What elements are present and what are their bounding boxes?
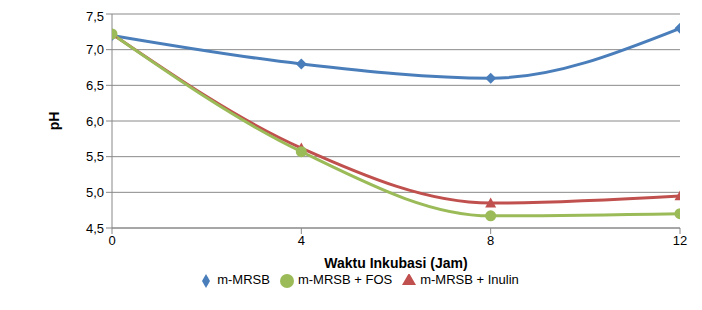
svg-text:8: 8 <box>487 233 494 248</box>
svg-text:4: 4 <box>298 233 305 248</box>
html-text:m-MRSB + Inulin: m-MRSB + Inulin <box>420 272 519 287</box>
svg-text:Waktu Inkubasi (Jam): Waktu Inkubasi (Jam) <box>324 255 467 271</box>
svg-text:5,5: 5,5 <box>86 149 104 164</box>
svg-text:6,0: 6,0 <box>86 114 104 129</box>
svg-text:7,0: 7,0 <box>86 42 104 57</box>
svg-text:4,5: 4,5 <box>86 221 104 236</box>
svg-text:pH: pH <box>46 112 62 131</box>
svg-text:5,0: 5,0 <box>86 185 104 200</box>
svg-text:12: 12 <box>673 233 687 248</box>
html-text:m-MRSB + FOS: m-MRSB + FOS <box>297 272 393 287</box>
svg-text:0: 0 <box>108 233 115 248</box>
svg-text:7,5: 7,5 <box>86 9 104 24</box>
svg-text:6,5: 6,5 <box>86 78 104 93</box>
html-text:m-MRSB: m-MRSB <box>217 272 270 287</box>
